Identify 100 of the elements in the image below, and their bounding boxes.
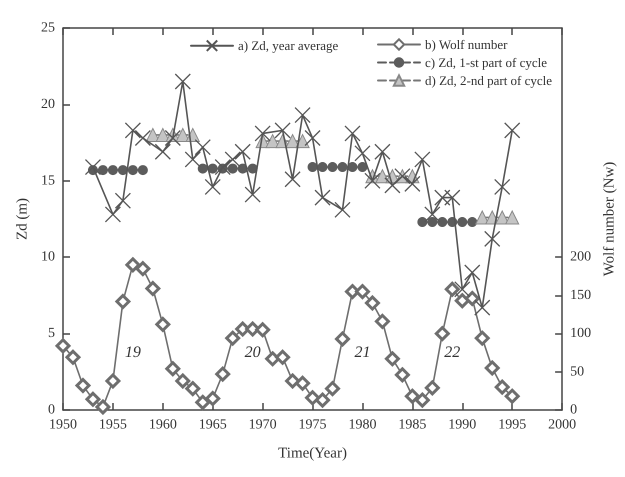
point [467, 217, 478, 228]
x-tick-label: 1960 [148, 418, 177, 432]
point [344, 125, 361, 142]
point [254, 125, 271, 142]
point [374, 314, 390, 329]
y-axis-title: Zd (m) [14, 198, 31, 240]
y2-tick-label: 100 [570, 326, 592, 342]
point [484, 360, 500, 376]
y2-tick-label: 50 [570, 364, 584, 380]
y2-tick-label: 200 [570, 250, 592, 265]
point [427, 217, 438, 228]
point [434, 189, 450, 206]
x-tick-label: 1965 [198, 418, 227, 432]
point [124, 122, 142, 139]
point [135, 261, 150, 276]
point [228, 164, 238, 174]
point [248, 164, 258, 174]
point [95, 399, 110, 414]
point [56, 338, 70, 354]
annotation: 19 [124, 344, 141, 362]
x-tick-label: 1995 [498, 418, 526, 432]
point [394, 367, 410, 382]
point [155, 316, 170, 332]
point [156, 128, 170, 142]
x-tick-label: 1970 [248, 418, 277, 432]
legend-label: c) Zd, 1-st part of cycle [425, 55, 548, 70]
point [354, 284, 370, 300]
point [234, 144, 251, 160]
point [138, 165, 148, 176]
x-tick-label: 2000 [548, 418, 576, 432]
point [305, 390, 320, 406]
x-tick-label: 1955 [98, 418, 127, 432]
point [225, 330, 240, 346]
point [404, 388, 420, 404]
point [364, 172, 381, 189]
point [154, 144, 171, 160]
y-tick-label: 10 [41, 250, 55, 265]
point [215, 366, 230, 382]
point [125, 257, 140, 272]
point [208, 164, 218, 174]
point [484, 230, 500, 248]
x-tick-label: 1990 [448, 418, 476, 432]
point [444, 282, 460, 297]
x-tick-label: 1950 [49, 418, 77, 432]
point [84, 158, 102, 176]
point [384, 351, 400, 366]
point [75, 378, 90, 394]
point [504, 388, 520, 404]
point [134, 130, 152, 146]
point [165, 361, 180, 376]
point [194, 139, 211, 156]
point [417, 217, 428, 228]
point [128, 165, 138, 176]
point [98, 165, 108, 176]
point [347, 162, 358, 172]
y-tick-label: 0 [48, 402, 55, 418]
point [474, 330, 490, 346]
point [424, 206, 440, 223]
point [464, 290, 480, 306]
point [338, 162, 348, 172]
point [334, 331, 350, 346]
point [334, 202, 351, 218]
point [315, 392, 330, 408]
point [437, 217, 448, 228]
annotation: 21 [354, 344, 370, 362]
point [85, 392, 100, 407]
point [184, 151, 201, 168]
point [175, 373, 190, 388]
point [295, 376, 310, 391]
point [266, 134, 280, 148]
point [275, 350, 290, 365]
point [244, 186, 261, 203]
point [185, 381, 200, 396]
point [444, 189, 460, 206]
point [214, 158, 231, 176]
point [454, 281, 470, 298]
point [204, 178, 221, 196]
point [145, 281, 160, 296]
point [274, 122, 291, 139]
point [354, 145, 371, 162]
annotation: 22 [444, 344, 460, 362]
point [434, 326, 450, 342]
annotation: 20 [244, 344, 261, 362]
point [304, 130, 321, 146]
point [318, 162, 328, 172]
point [65, 350, 80, 365]
y-tick-label: 5 [48, 326, 55, 342]
legend-label: a) Zd, year average [238, 38, 339, 54]
point [104, 206, 122, 223]
y-tick-label: 15 [41, 173, 55, 188]
point [164, 130, 181, 146]
y2-tick-label: 0 [570, 402, 578, 418]
x-tick-label: 1975 [298, 418, 327, 432]
point [255, 322, 270, 338]
point [474, 299, 490, 316]
point [454, 293, 470, 308]
point [105, 373, 120, 388]
legend-label: d) Zd, 2-nd part of cycle [425, 73, 552, 88]
point [308, 162, 318, 172]
point [174, 73, 191, 90]
